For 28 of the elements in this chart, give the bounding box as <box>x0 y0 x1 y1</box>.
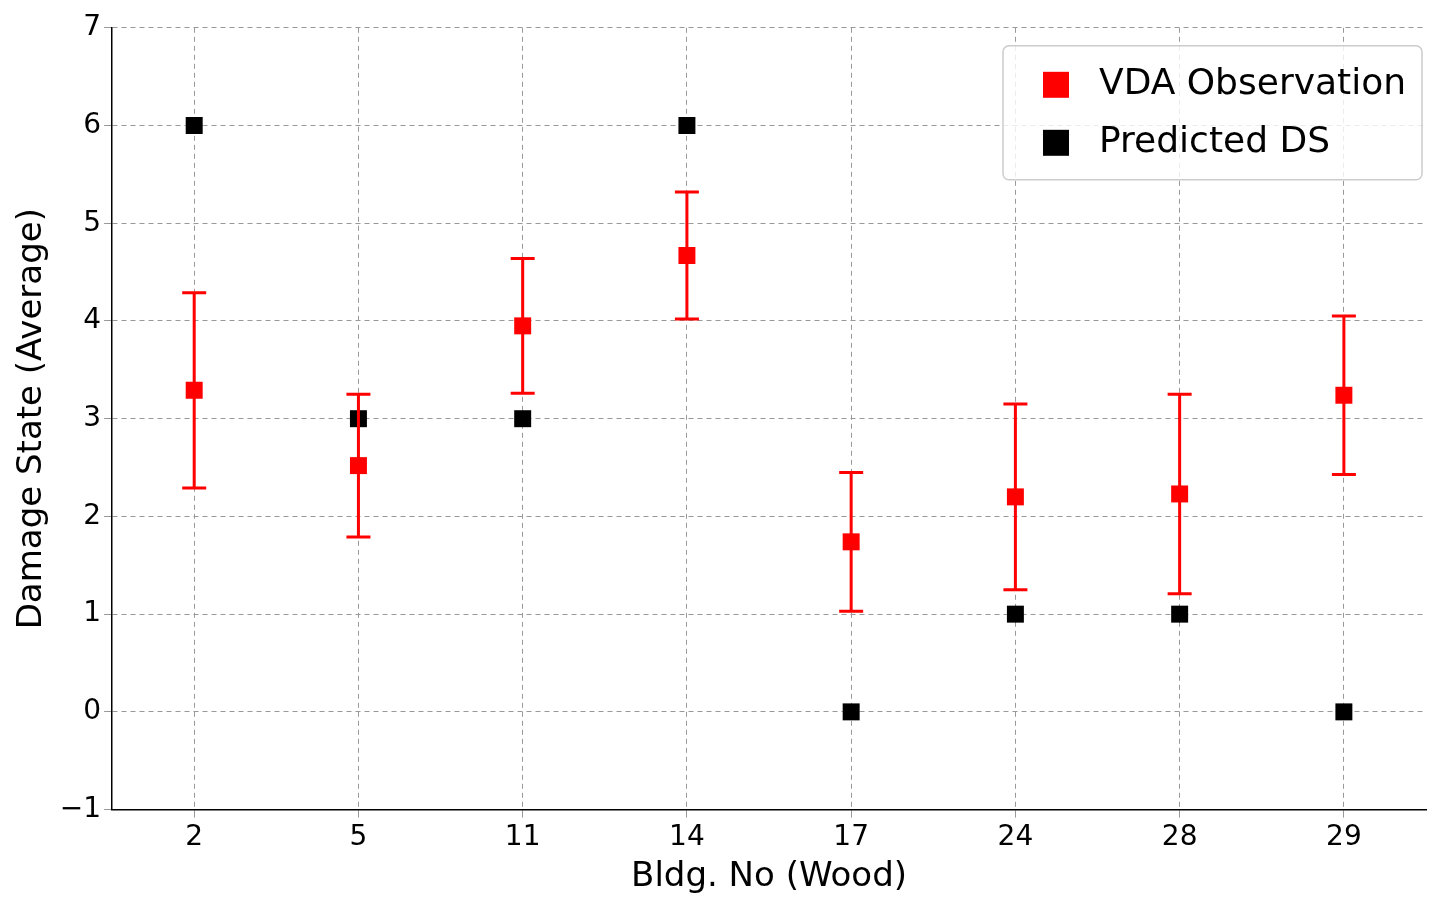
y-tick-label: −1 <box>59 790 102 824</box>
x-tick-label: 28 <box>1161 818 1198 852</box>
y-tick-label: 0 <box>83 693 102 727</box>
point <box>514 410 532 428</box>
x-tick-label: 2 <box>185 818 204 852</box>
y-tick-label: 4 <box>83 302 102 336</box>
point <box>1006 605 1024 623</box>
x-axis-title: Bldg. No (Wood) <box>631 854 908 895</box>
point <box>678 117 696 135</box>
y-axis-title: Damage State (Average) <box>9 208 50 630</box>
x-tick-label: 14 <box>669 818 705 852</box>
y-tick-label: 3 <box>83 399 102 433</box>
y-tick-label: 7 <box>83 9 102 43</box>
x-tick-label: 5 <box>349 818 368 852</box>
y-tick-label: 1 <box>83 595 102 629</box>
x-tick-label: 11 <box>504 818 541 852</box>
y-tick-label: 2 <box>83 497 102 531</box>
point <box>842 703 860 721</box>
x-tick-label: 17 <box>833 818 869 852</box>
y-tick-label: 5 <box>83 204 102 238</box>
legend-label: VDA Observation <box>1099 61 1407 103</box>
point <box>1171 605 1189 623</box>
point <box>1335 703 1353 721</box>
legend-label: Predicted DS <box>1099 119 1331 161</box>
x-tick-label: 24 <box>997 818 1034 852</box>
x-tick-label: 29 <box>1326 818 1362 852</box>
point <box>185 117 203 135</box>
y-tick-label: 6 <box>83 106 102 140</box>
